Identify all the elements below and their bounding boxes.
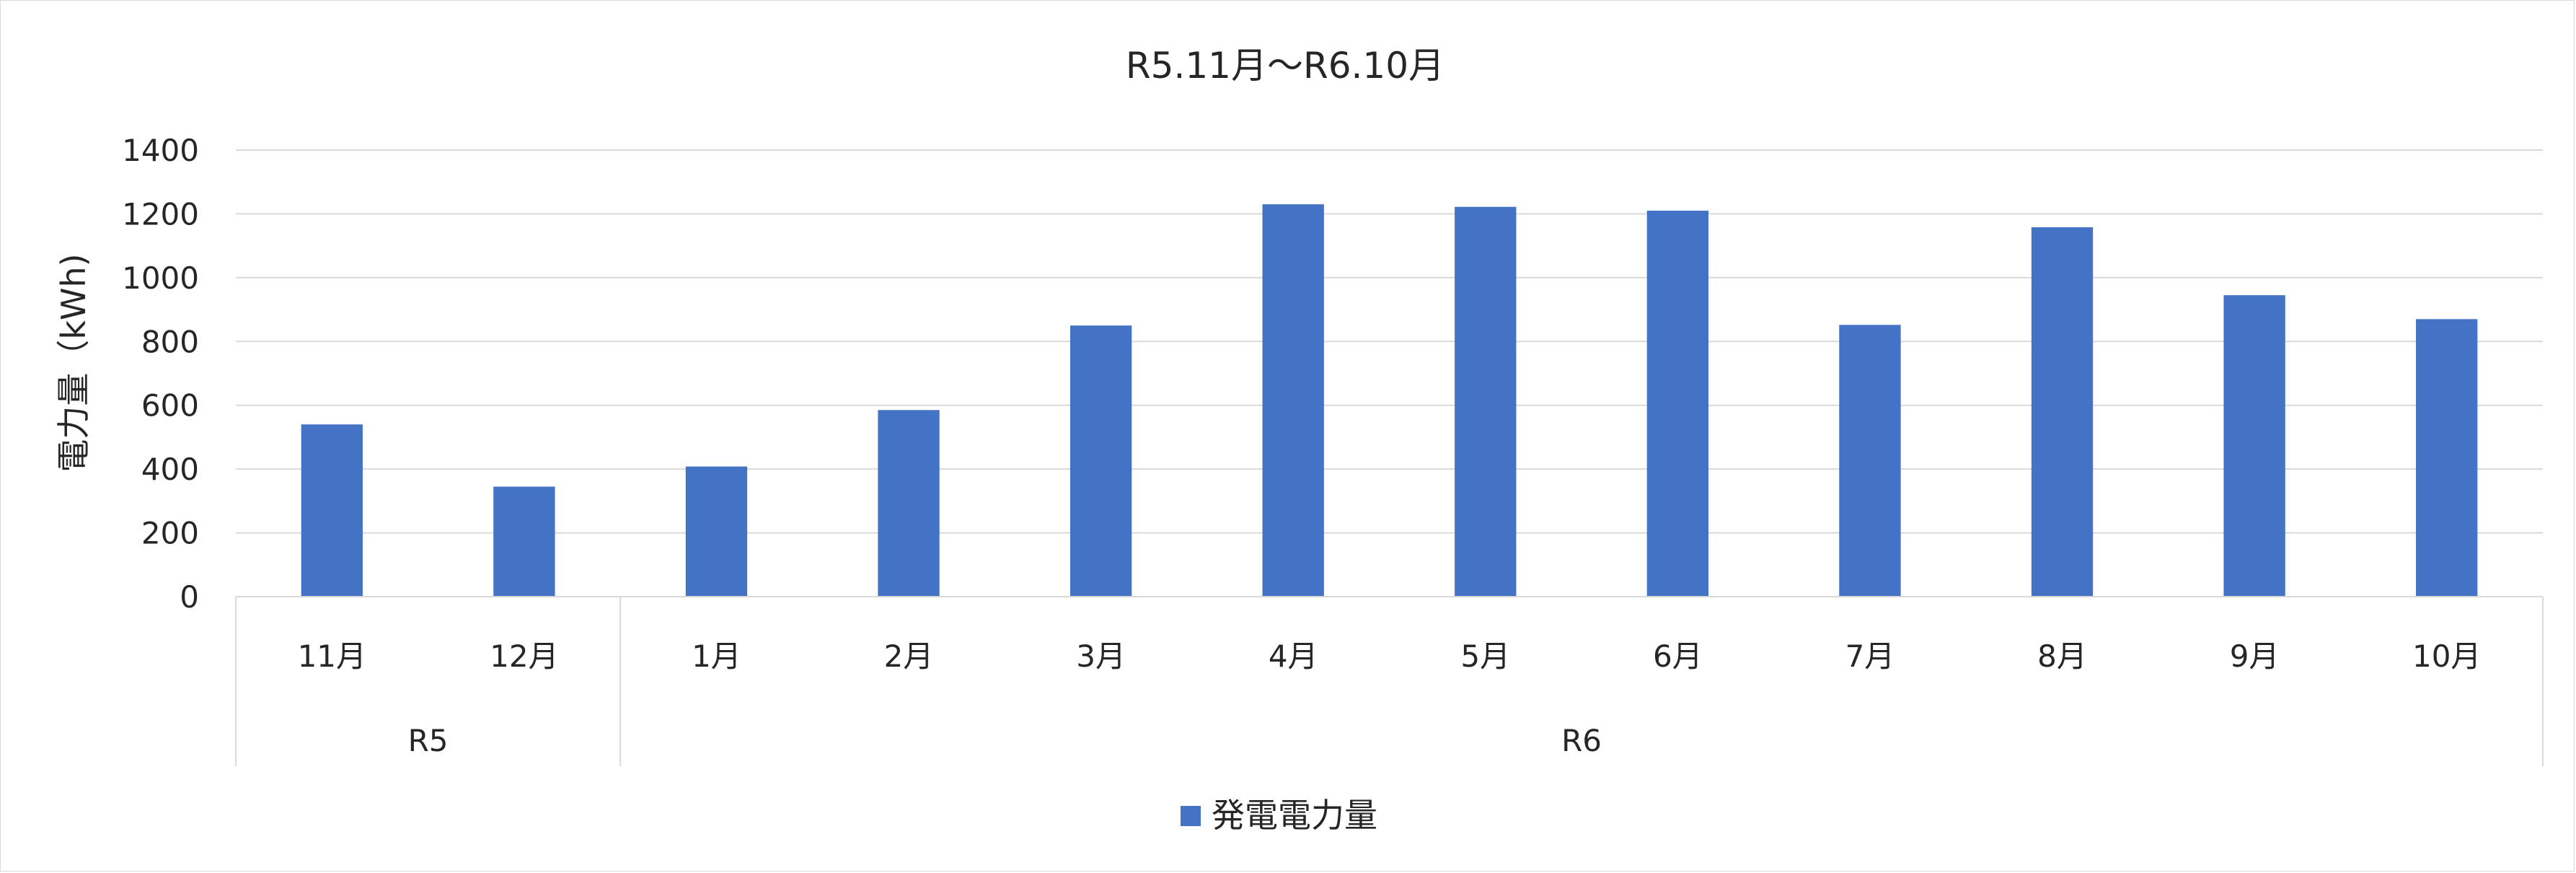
legend: 発電電力量 [1181, 796, 1377, 835]
x-group-label: R5 [408, 723, 449, 758]
y-tick-label: 800 [141, 324, 199, 359]
x-tick-label: 6月 [1653, 639, 1703, 674]
legend-swatch [1181, 806, 1201, 826]
bar [1262, 204, 1324, 597]
bar [493, 486, 555, 597]
bar [878, 410, 940, 597]
x-tick-label: 10月 [2412, 639, 2481, 674]
x-axis: 11月 12月 1月 2月 3月 4月 5月 6月 7月 8月 9月 10月 R5 R6 [235, 596, 2544, 766]
x-tick-label: 12月 [490, 639, 558, 674]
legend-label: 発電電力量 [1212, 796, 1377, 835]
bar [1839, 325, 1901, 597]
x-tick-label: 7月 [1845, 639, 1895, 674]
bar [1455, 206, 1517, 597]
x-tick-label: 8月 [2037, 639, 2087, 674]
bar [2031, 227, 2094, 597]
y-tick-label: 200 [141, 516, 199, 551]
bar [2223, 295, 2285, 597]
bar [1069, 325, 1132, 597]
y-tick-label: 1400 [122, 133, 199, 168]
chart-title: R5.11月～R6.10月 [1126, 45, 1444, 87]
bar [2416, 319, 2478, 597]
y-tick-label: 1200 [122, 196, 199, 232]
bar [685, 466, 748, 597]
x-group-label: R6 [1561, 723, 1602, 758]
bar [301, 424, 363, 597]
y-tick-label: 600 [141, 388, 199, 424]
x-tick-label: 1月 [692, 639, 741, 674]
y-tick-label: 400 [141, 452, 199, 487]
bar [1646, 211, 1709, 597]
x-tick-label: 4月 [1269, 639, 1318, 674]
y-axis-ticks: 0 200 400 600 800 1000 1200 1400 [122, 133, 199, 615]
bars [301, 204, 2478, 597]
y-axis-label: 電力量（kWh) [54, 253, 93, 472]
y-tick-label: 0 [180, 579, 199, 615]
gridlines [236, 149, 2543, 597]
x-tick-label: 9月 [2230, 639, 2280, 674]
x-tick-label: 11月 [298, 639, 366, 674]
y-tick-label: 1000 [122, 260, 199, 296]
x-tick-label: 3月 [1076, 639, 1126, 674]
x-tick-label: 5月 [1460, 639, 1510, 674]
x-tick-label: 2月 [884, 639, 934, 674]
